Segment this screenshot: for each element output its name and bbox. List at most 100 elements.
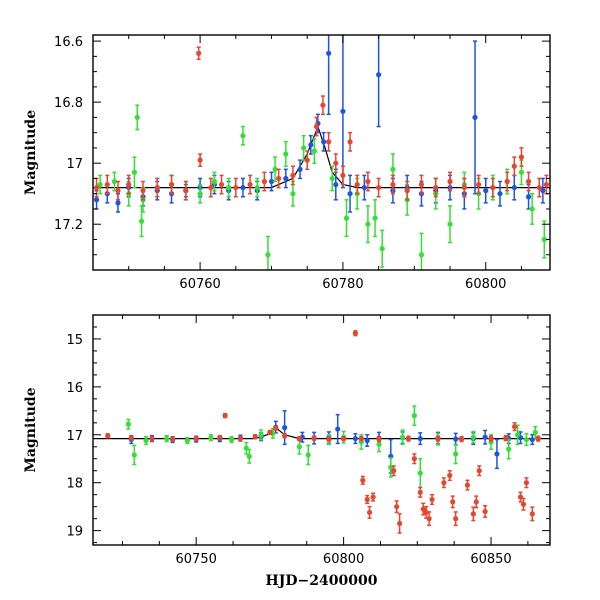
marker <box>276 175 282 182</box>
data-point <box>226 177 232 198</box>
marker <box>453 436 459 442</box>
data-point <box>525 171 532 192</box>
data-point <box>420 502 426 516</box>
data-point <box>476 465 482 477</box>
data-point <box>283 168 289 189</box>
data-point <box>511 174 517 201</box>
marker <box>433 184 439 191</box>
data-point <box>365 205 371 244</box>
marker <box>506 446 512 452</box>
data-point <box>125 418 131 430</box>
data-point <box>243 441 249 455</box>
data-point <box>423 505 429 519</box>
marker <box>376 436 382 442</box>
marker <box>453 516 459 522</box>
data-point <box>282 410 288 446</box>
marker <box>321 139 327 145</box>
marker <box>131 169 138 175</box>
data-point <box>131 444 137 466</box>
plot-frame <box>92 34 551 271</box>
marker <box>483 188 489 194</box>
marker <box>265 252 271 258</box>
data-point <box>211 171 217 192</box>
marker <box>475 181 482 188</box>
marker <box>138 218 145 224</box>
marker <box>320 102 326 108</box>
marker <box>376 72 382 78</box>
marker <box>333 160 339 166</box>
data-point <box>529 192 535 225</box>
marker <box>258 432 264 438</box>
data-point <box>411 405 417 426</box>
data-point <box>326 35 332 116</box>
data-point <box>488 435 494 442</box>
data-point <box>184 436 190 445</box>
marker <box>247 181 253 188</box>
marker <box>376 441 382 447</box>
marker <box>267 429 273 435</box>
marker <box>358 436 364 442</box>
marker <box>523 480 530 486</box>
y-tick-label: 18 <box>66 477 83 492</box>
data-point <box>523 433 530 447</box>
marker <box>461 184 467 191</box>
data-point <box>149 435 155 442</box>
data-point <box>97 174 103 195</box>
y-tick-label: 16.8 <box>54 96 83 111</box>
data-point <box>267 429 273 436</box>
data-point <box>405 435 412 442</box>
data-point <box>240 125 246 146</box>
series-2 <box>105 330 541 534</box>
data-point <box>536 177 542 198</box>
marker <box>411 456 417 462</box>
marker <box>404 188 410 194</box>
marker <box>282 425 288 431</box>
data-point <box>494 438 500 470</box>
marker <box>488 436 494 442</box>
y-tick-label: 16 <box>66 381 83 396</box>
series-0 <box>93 35 546 213</box>
data-point <box>258 429 264 441</box>
marker <box>311 148 317 154</box>
marker <box>529 511 535 517</box>
y-tick-label: 17 <box>66 157 83 172</box>
data-point <box>273 425 279 431</box>
marker <box>134 114 140 121</box>
marker <box>399 434 406 440</box>
data-point <box>299 431 305 443</box>
data-point <box>470 430 476 444</box>
marker <box>514 432 521 438</box>
data-point <box>301 134 307 161</box>
top-panel: 60760 60780 60800 16.6 16.8 17 17.2 Magnitude <box>23 34 551 292</box>
marker <box>283 151 289 157</box>
marker <box>394 504 400 510</box>
marker <box>272 166 278 172</box>
marker <box>429 496 435 503</box>
marker <box>441 480 447 486</box>
marker <box>426 516 432 522</box>
data-point <box>311 435 317 441</box>
data-point <box>379 229 385 268</box>
marker <box>297 166 303 172</box>
marker <box>494 451 500 457</box>
marker <box>97 181 103 188</box>
marker <box>341 436 347 442</box>
marker <box>423 509 429 516</box>
marker <box>296 444 302 450</box>
data-point <box>453 432 459 446</box>
data-point <box>473 495 479 509</box>
marker <box>450 499 456 505</box>
marker <box>379 246 385 252</box>
marker <box>361 184 367 191</box>
data-point <box>511 156 517 177</box>
data-point <box>326 131 332 152</box>
data-point <box>208 177 214 198</box>
marker <box>417 470 423 476</box>
data-point <box>390 174 396 195</box>
data-point <box>261 171 267 192</box>
data-point <box>376 435 382 443</box>
marker <box>304 157 310 163</box>
data-point <box>433 177 439 198</box>
marker <box>183 188 189 194</box>
